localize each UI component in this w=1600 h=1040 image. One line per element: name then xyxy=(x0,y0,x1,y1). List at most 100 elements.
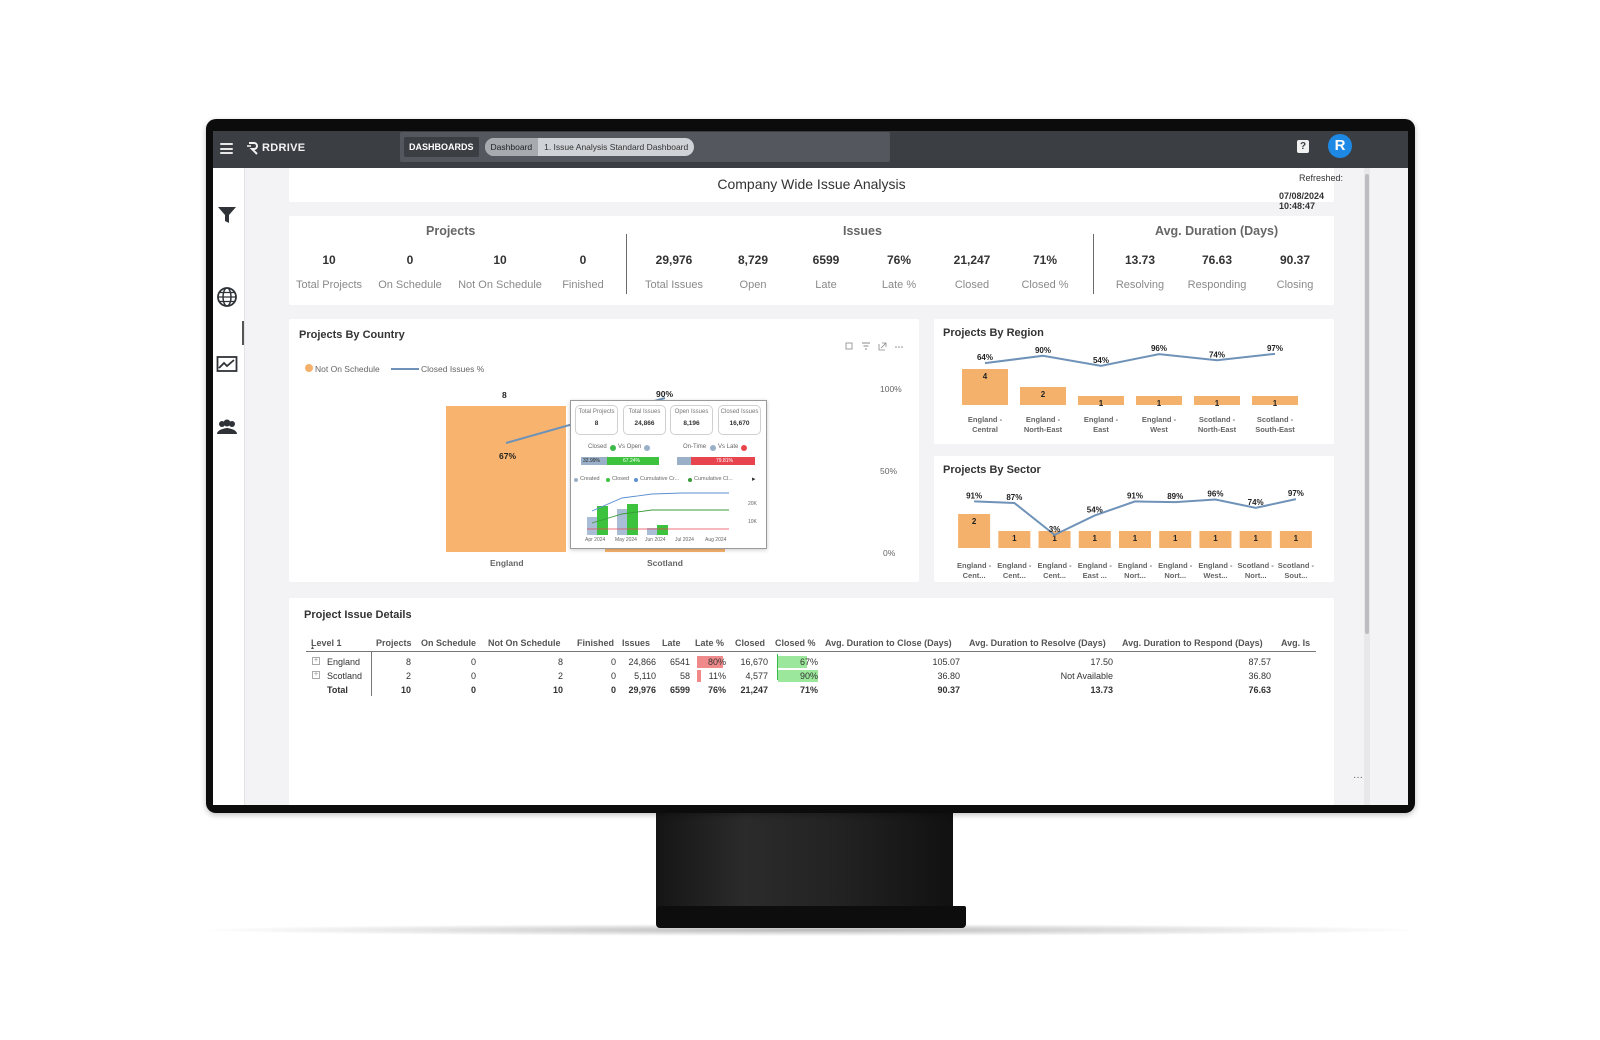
chart-bar-label: 1 xyxy=(1012,534,1017,543)
tt-vs-open-label: Vs Open xyxy=(618,444,642,450)
table-cell: 2 xyxy=(557,671,563,681)
table-column-header[interactable]: Avg. Duration to Resolve (Days) xyxy=(969,638,1106,648)
table-column-header[interactable]: Closed xyxy=(735,638,766,648)
focus-mode-icon[interactable] xyxy=(878,342,887,351)
breadcrumb-item-current[interactable]: 1. Issue Analysis Standard Dashboard xyxy=(544,142,689,152)
table-row-label[interactable]: England xyxy=(327,657,361,667)
breadcrumb-item-dashboard[interactable]: Dashboard xyxy=(484,138,539,156)
tt-month-apr: Apr 2024 xyxy=(585,537,606,543)
chart-bar xyxy=(1159,531,1192,548)
chart-category-label: Scotland - xyxy=(1257,415,1294,424)
tt-box-value: 16,670 xyxy=(729,420,750,427)
table-column-header[interactable]: Closed % xyxy=(775,638,816,648)
country-bar-scotland[interactable] xyxy=(605,546,725,552)
country-bar-england[interactable] xyxy=(446,406,566,552)
kpi-late-pct[interactable]: 76% Late % xyxy=(882,253,916,291)
chart-category-label: Scotland - xyxy=(1199,415,1236,424)
tt-mini-bar xyxy=(617,509,627,535)
kpi-late[interactable]: 6599 Late xyxy=(813,253,840,291)
table-column-header[interactable]: Projects xyxy=(376,638,412,648)
table-column-header[interactable]: Not On Schedule xyxy=(488,638,561,648)
monitor-stand-neck xyxy=(656,813,953,907)
tt-mini-line-cum-created xyxy=(591,492,729,512)
chart-category-label: East ... xyxy=(1083,571,1107,580)
country-tooltip: Total Projects 8 Total Issues 24,866 Open … xyxy=(570,400,767,549)
kpi-closed-pct[interactable]: 71% Closed % xyxy=(1021,253,1068,291)
kpi-value: 0 xyxy=(406,253,414,267)
avatar[interactable]: R xyxy=(1328,134,1352,158)
tt-box-value: 8 xyxy=(594,420,599,427)
tt-closed-bar-part xyxy=(581,457,607,465)
kpi-responding[interactable]: 76.63 Responding xyxy=(1188,253,1247,291)
tt-mini-bar xyxy=(647,528,657,535)
sort-asc-icon[interactable]: ▴ xyxy=(311,645,315,651)
chart-bar xyxy=(958,514,991,548)
more-options-icon[interactable]: ··· xyxy=(1353,772,1363,783)
menu-icon[interactable] xyxy=(220,143,233,154)
country-chart-title: Projects By Country xyxy=(299,329,405,341)
more-options-icon[interactable] xyxy=(895,346,903,348)
y2-tick-0: 0% xyxy=(883,548,896,558)
copy-icon[interactable] xyxy=(845,342,853,350)
expand-row-icon[interactable]: + xyxy=(312,671,320,679)
table-column-header[interactable]: On Schedule xyxy=(421,638,477,648)
expand-row-icon[interactable]: + xyxy=(312,657,320,665)
table-column-header[interactable]: Late xyxy=(662,638,681,648)
tt-ontime-bar-part xyxy=(677,457,691,465)
kpi-resolving[interactable]: 13.73 Resolving xyxy=(1116,253,1164,291)
kpi-total-issues[interactable]: 29,976 Total Issues xyxy=(645,253,703,291)
chart-bar xyxy=(1252,396,1298,405)
kpi-closed[interactable]: 21,247 Closed xyxy=(954,253,991,291)
table-column-header[interactable]: Avg. Duration to Respond (Days) xyxy=(1122,638,1263,648)
table-cell: 80% xyxy=(707,657,726,667)
filter-icon[interactable] xyxy=(862,342,870,350)
table-cell: 0 xyxy=(610,685,616,695)
table-cell: 2 xyxy=(405,671,411,681)
issue-details-card xyxy=(289,598,1334,805)
table-column-header[interactable]: Finished xyxy=(577,638,615,648)
chart-category-label: Nort... xyxy=(1124,571,1146,580)
chart-category-label: Cent... xyxy=(1043,571,1066,580)
brand-logo[interactable]: RDRIVE xyxy=(247,141,305,155)
table-column-header[interactable]: Late % xyxy=(695,638,725,648)
chart-category-label: Cent... xyxy=(1003,571,1026,580)
filter-icon[interactable] xyxy=(216,204,238,226)
table-column-header[interactable]: Avg. Duration to Close (Days) xyxy=(825,638,952,648)
trend-chart-icon[interactable] xyxy=(216,353,238,375)
breadcrumb-dashboards[interactable]: DASHBOARDS xyxy=(404,137,479,157)
table-row-label[interactable]: Total xyxy=(327,685,348,695)
chart-bar xyxy=(1038,531,1071,548)
tt-legend-closed: Closed xyxy=(612,476,630,482)
tt-legend-next-icon[interactable]: ▸ xyxy=(752,476,756,483)
help-icon[interactable]: ? xyxy=(1297,140,1309,153)
monitor-screen: RDRIVE DASHBOARDS Dashboard 1. Issue Ana… xyxy=(213,131,1408,805)
users-icon[interactable] xyxy=(216,416,238,438)
table-cell: 16,670 xyxy=(740,657,768,667)
kpi-open[interactable]: 8,729 Open xyxy=(738,253,768,291)
tt-mini-bar xyxy=(587,517,597,535)
table-column-header[interactable]: Level 1 xyxy=(311,638,342,648)
globe-icon[interactable] xyxy=(216,286,238,308)
kpi-value: 29,976 xyxy=(655,253,693,267)
tt-dot-blue xyxy=(644,445,650,451)
table-row-label[interactable]: Scotland xyxy=(327,671,363,681)
kpi-not-on-schedule[interactable]: 10 Not On Schedule xyxy=(458,253,542,291)
table-column-rule xyxy=(371,652,372,696)
kpi-closing[interactable]: 90.37 Closing xyxy=(1277,253,1314,291)
vertical-scrollbar[interactable] xyxy=(1364,168,1370,805)
tt-vs-late-label: Vs Late xyxy=(718,444,739,450)
kpi-finished[interactable]: 0 Finished xyxy=(562,253,604,291)
chart-line-label: 97% xyxy=(1288,489,1304,498)
legend-label-closed-pct[interactable]: Closed Issues % xyxy=(421,364,485,374)
chart-bar-label: 1 xyxy=(1157,399,1162,408)
kpi-on-schedule[interactable]: 0 On Schedule xyxy=(378,253,442,291)
table-column-header[interactable]: Avg. Is xyxy=(1281,638,1311,648)
tt-dot-grey xyxy=(710,445,716,451)
table-cell: 6541 xyxy=(669,657,690,667)
scrollbar-thumb[interactable] xyxy=(1365,174,1369,634)
legend-label-not-on-schedule[interactable]: Not On Schedule xyxy=(315,364,380,374)
table-column-header[interactable]: Issues xyxy=(622,638,651,648)
tt-legend-dot-cum-created xyxy=(634,478,638,482)
kpi-total-projects[interactable]: 10 Total Projects xyxy=(296,253,362,291)
tt-mini-line-cum-closed xyxy=(591,509,729,524)
